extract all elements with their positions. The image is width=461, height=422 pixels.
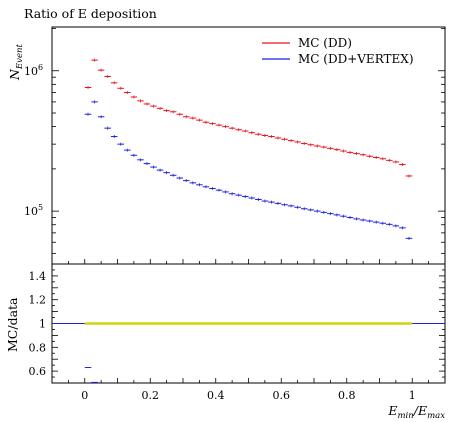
- x-tick-label: 0: [81, 389, 88, 402]
- ratio-ylabel: MC/data: [5, 297, 20, 352]
- x-label-subscript-1: min: [397, 411, 413, 421]
- legend: MC (DD) MC (DD+VERTEX): [262, 36, 414, 66]
- legend-label: MC (DD): [298, 36, 352, 50]
- ratio-y-tick-label: 0.8: [29, 341, 47, 354]
- x-tick-label: 0.4: [207, 389, 225, 402]
- main-y-tick-exponent: 5: [38, 203, 43, 212]
- x-label-symbol-2: E: [417, 403, 427, 418]
- ratio-y-tick-label: 1.4: [29, 270, 47, 283]
- x-axis-label: Emin/Emax: [387, 403, 445, 421]
- main-series: [84, 58, 413, 240]
- ratio-y-tick-label: 1.2: [29, 294, 47, 307]
- x-label-subscript-2: max: [427, 411, 445, 421]
- chart-title: Ratio of E deposition: [24, 6, 157, 21]
- main-ylabel-symbol: N: [7, 68, 22, 81]
- ratio-panel: 0.6 0.8 1 1.2 1.4 MC/data: [5, 263, 446, 384]
- x-tick-label: 0.8: [338, 389, 356, 402]
- legend-label: MC (DD+VERTEX): [298, 52, 414, 66]
- x-label-slash: /: [413, 403, 420, 418]
- main-y-tick-exponent: 6: [38, 63, 43, 72]
- uncertainty-band: [84, 322, 413, 325]
- main-ylabel: NEvent: [7, 44, 25, 81]
- ratio-series: [84, 367, 98, 383]
- x-tick-label: 0.2: [142, 389, 160, 402]
- main-ylabel-subscript: Event: [15, 44, 25, 71]
- x-axis: 0 0.2 0.4 0.6 0.8 1: [51, 259, 446, 402]
- ratio-band: [52, 322, 445, 325]
- x-tick-label: 1: [409, 389, 416, 402]
- x-label-symbol-1: E: [387, 403, 397, 418]
- x-tick-label: 0.6: [273, 389, 291, 402]
- ratio-y-axis: 0.6 0.8 1 1.2 1.4: [29, 263, 445, 384]
- main-y-tick-label: 10: [24, 205, 38, 218]
- ratio-y-tick-label: 1: [39, 318, 46, 331]
- ratio-y-tick-label: 0.6: [29, 365, 47, 378]
- main-y-tick-label: 10: [24, 65, 38, 78]
